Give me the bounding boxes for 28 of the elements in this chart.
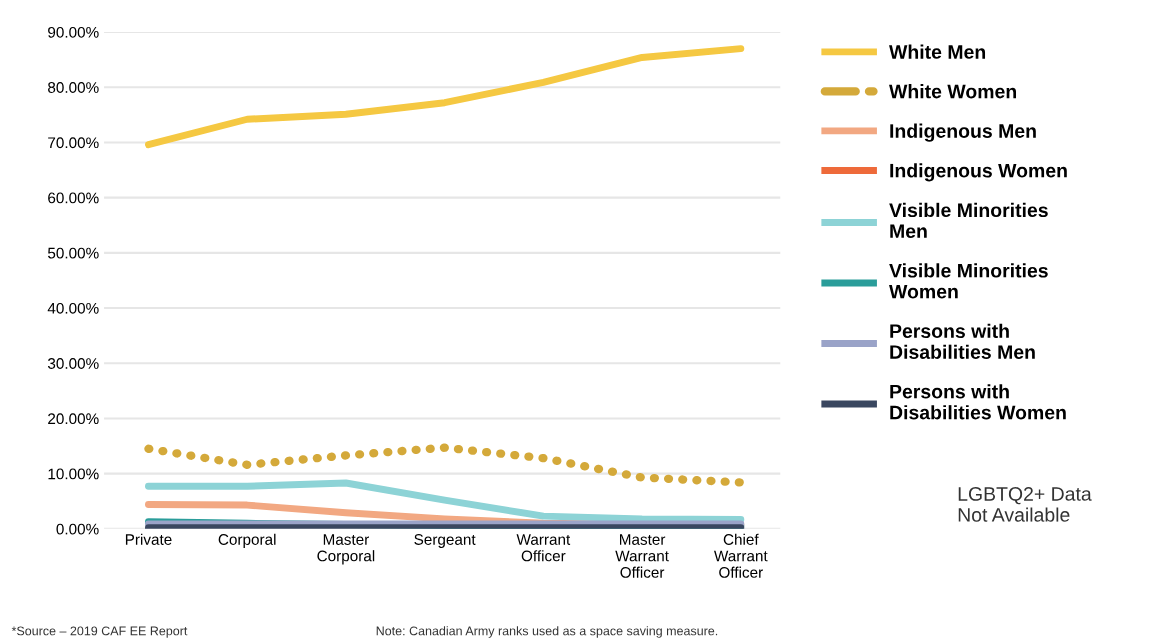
y-tick-label: 90.00%	[48, 26, 99, 38]
legend-label: Visible Minorities Men	[889, 202, 1048, 239]
y-tick-label: 20.00%	[48, 413, 99, 425]
y-tick-label: 80.00%	[48, 82, 99, 93]
y-tick-label: 10.00%	[48, 468, 99, 480]
legend-label: White Men	[889, 44, 986, 59]
legend-label: Persons with Disabilities Women	[890, 384, 1066, 420]
legend-label: White Women	[889, 84, 1017, 99]
text: LGBTQ2+ Data Not Available	[958, 487, 1092, 522]
x-tick-label: Private	[125, 533, 172, 545]
x-tick-label: Master Corporal	[317, 534, 375, 565]
x-tick-label: Chief Warrant Officer	[714, 533, 768, 578]
y-tick-label: 0.00%	[56, 523, 99, 535]
legend-label: Indigenous Men	[890, 123, 1036, 142]
x-tick-label: Master Warrant Officer	[615, 534, 669, 578]
x-tick-label: Corporal	[218, 533, 276, 548]
y-tick-label: 60.00%	[48, 192, 99, 204]
y-tick-label: 50.00%	[47, 247, 99, 259]
y-tick-label: 40.00%	[47, 302, 99, 314]
x-tick-label: Warrant Officer	[516, 534, 571, 562]
legend-label: Visible Minorities Women	[889, 263, 1048, 299]
y-tick-label: 70.00%	[48, 137, 99, 149]
legend-label: Indigenous Women	[890, 163, 1067, 182]
text: Note: Canadian Army ranks used as a space saving measure.	[376, 626, 718, 638]
y-tick-label: 30.00%	[47, 358, 99, 369]
text: *Source – 2019 CAF EE Report	[11, 626, 188, 638]
legend-label: Persons with Disabilities Men	[890, 323, 1035, 359]
x-tick-label: Sergeant	[414, 534, 476, 548]
